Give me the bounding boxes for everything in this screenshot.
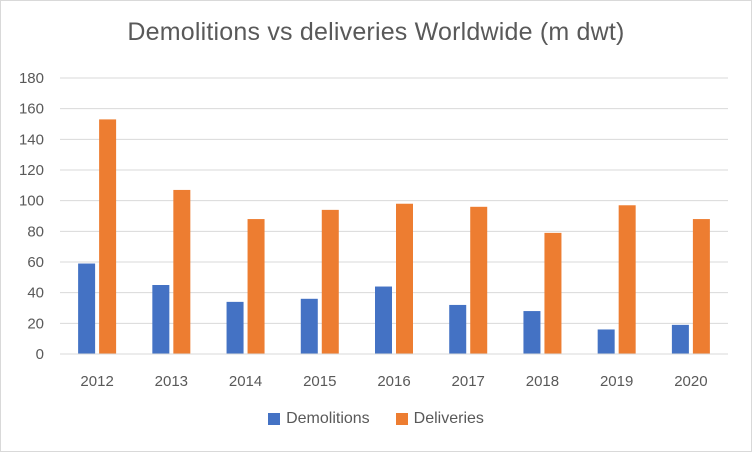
legend-swatch-demolitions [268,413,281,425]
legend-item-deliveries: Deliveries [395,410,484,428]
x-tick-label-2016: 2016 [377,373,410,390]
y-tick-label-100: 100 [19,193,44,210]
legend-swatch-deliveries [395,413,408,425]
bar-deliveries-2015 [321,209,339,354]
legend: Demolitions Deliveries [0,410,752,428]
y-tick-label-20: 20 [27,315,44,332]
y-tick-label-120: 120 [19,162,44,179]
bar-deliveries-2019 [618,205,636,354]
legend-label-deliveries: Deliveries [413,410,484,427]
x-tick-label-2017: 2017 [452,373,485,390]
x-tick-label-2012: 2012 [80,373,113,390]
x-tick-label-2014: 2014 [229,373,262,390]
y-tick-label-0: 0 [36,346,44,363]
x-tick-label-2013: 2013 [155,373,188,390]
bar-deliveries-2018 [544,232,562,354]
x-tick-label-2020: 2020 [674,373,707,390]
bar-demolitions-2017 [449,304,467,354]
bar-deliveries-2020 [692,219,710,354]
legend-item-demolitions: Demolitions [268,410,370,428]
chart-title: Demolitions vs deliveries Worldwide (m d… [127,18,625,46]
bar-demolitions-2019 [597,329,615,354]
bar-deliveries-2014 [247,219,265,354]
bar-demolitions-2018 [523,311,541,354]
bar-deliveries-2013 [173,189,191,354]
y-tick-label-80: 80 [27,223,44,240]
bar-demolitions-2016 [375,286,392,354]
bar-deliveries-2017 [470,206,488,354]
y-tick-label-40: 40 [27,285,44,302]
x-tick-label-2015: 2015 [303,373,336,390]
y-tick-label-60: 60 [27,254,44,271]
bar-deliveries-2012 [99,119,117,355]
y-tick-label-140: 140 [19,131,44,148]
bar-demolitions-2015 [300,298,318,354]
bar-deliveries-2016 [396,203,413,354]
y-tick-label-160: 160 [19,101,44,118]
bar-demolitions-2014 [226,301,244,354]
x-tick-label-2018: 2018 [526,373,559,390]
y-tick-label-180: 180 [19,70,44,87]
bar-demolitions-2013 [152,285,170,354]
bar-demolitions-2020 [671,324,689,354]
legend-label-demolitions: Demolitions [286,410,370,427]
bar-demolitions-2012 [78,263,96,354]
x-tick-label-2019: 2019 [600,373,633,390]
